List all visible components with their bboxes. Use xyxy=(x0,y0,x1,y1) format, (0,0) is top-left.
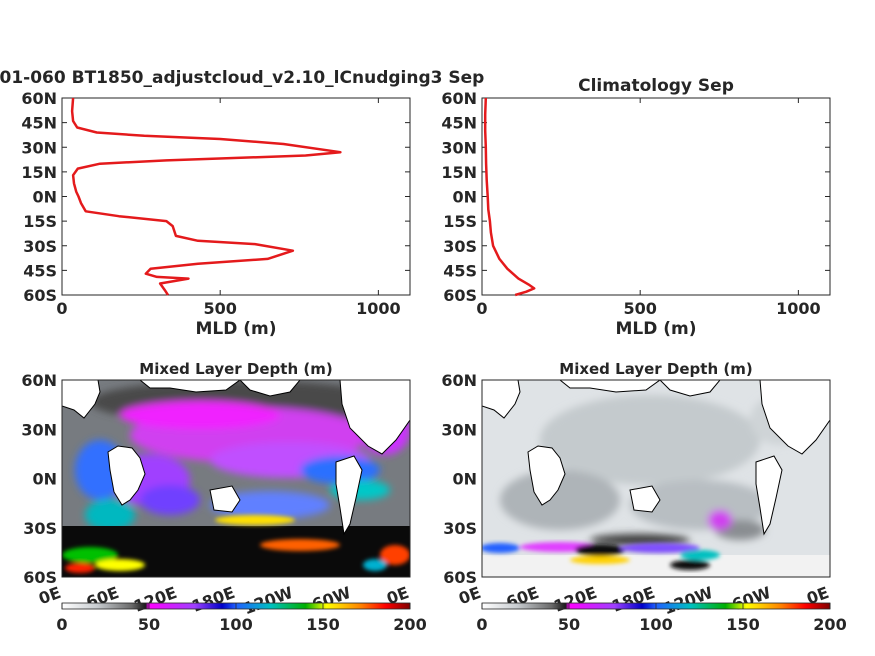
y-tick-label: 30S xyxy=(443,237,477,256)
lon-tick-label: 120W xyxy=(661,583,716,618)
colorbar-ticks: 0 50 100 150 200 xyxy=(56,603,427,634)
series-line xyxy=(70,97,342,296)
lat-tick-label: 30N xyxy=(441,420,477,439)
map-title: Mixed Layer Depth (m) xyxy=(139,360,332,378)
lon-tick-label: 120E xyxy=(131,583,179,616)
colorbar-tick-label: 200 xyxy=(813,615,846,634)
lat-tick-label: 60S xyxy=(443,568,477,587)
x-tick-label: 500 xyxy=(623,299,656,318)
x-tick-label: 1000 xyxy=(356,299,401,318)
lat-tick-label: 60N xyxy=(441,371,477,390)
y-tick-label: 45S xyxy=(23,261,57,280)
y-tick-label: 0N xyxy=(32,188,57,207)
colorbar-tick-label: 150 xyxy=(306,615,339,634)
y-tick-label: 30S xyxy=(23,237,57,256)
y-tick-label: 30N xyxy=(21,138,57,157)
colorbar-tick-label: 200 xyxy=(393,615,426,634)
lon-tick-label: 120E xyxy=(551,583,599,616)
colorbar-ticks: 0 50 100 150 200 xyxy=(476,603,847,634)
lat-tick-label: 30N xyxy=(21,420,57,439)
y-tick-label: 0N xyxy=(452,188,477,207)
y-tick-label: 60N xyxy=(21,89,57,108)
axis-ticks: 60S 45S 30S 15S 0N 15N 30N 45N 60N 0 500 1000 xyxy=(441,89,830,318)
lat-tick-label: 60N xyxy=(21,371,57,390)
lat-tick-label: 60S xyxy=(23,568,57,587)
axis-ticks: 60S 45S 30S 15S 0N 15N 30N 45N 60N 0 500 1000 xyxy=(21,89,410,318)
lon-tick-label: 60W xyxy=(729,583,773,615)
x-tick-label: 0 xyxy=(476,299,487,318)
chart-title: Climatology Sep xyxy=(578,76,734,96)
plot-frame xyxy=(61,97,411,296)
colorbar-tick-label: 50 xyxy=(138,615,160,634)
y-tick-label: 45N xyxy=(441,114,477,133)
lat-tick-label: 30S xyxy=(443,519,477,538)
y-tick-label: 15N xyxy=(441,163,477,182)
map-field xyxy=(482,380,830,577)
lat-tick-label: 0N xyxy=(452,470,477,489)
map-sim-mld: Mixed Layer Depth (m) xyxy=(21,360,426,634)
lon-tick-label: 180E xyxy=(609,583,657,616)
lon-tick-label: 120W xyxy=(241,583,296,618)
lon-tick-label: 180E xyxy=(189,583,237,616)
x-tick-label: 1000 xyxy=(776,299,821,318)
x-axis-label: MLD (m) xyxy=(195,319,276,339)
x-axis-label: MLD (m) xyxy=(615,319,696,339)
colorbar-tick-label: 150 xyxy=(726,615,759,634)
map-frame xyxy=(61,379,411,578)
series-line xyxy=(483,97,536,297)
y-tick-label: 60S xyxy=(443,286,477,305)
lat-tick-label: 0N xyxy=(32,470,57,489)
colorbar-tick-label: 0 xyxy=(476,615,487,634)
y-tick-label: 45N xyxy=(21,114,57,133)
y-tick-label: 45S xyxy=(443,261,477,280)
map-frame xyxy=(481,379,831,578)
plot-frame xyxy=(481,97,831,296)
y-tick-label: 60S xyxy=(23,286,57,305)
colorbar-tick-label: 0 xyxy=(56,615,67,634)
map-climatology-mld: Mixed Layer Depth (m) xyxy=(441,360,846,634)
y-tick-label: 15S xyxy=(443,212,477,231)
y-tick-label: 15N xyxy=(21,163,57,182)
y-tick-label: 15S xyxy=(23,212,57,231)
y-tick-label: 60N xyxy=(441,89,477,108)
x-tick-label: 0 xyxy=(56,299,67,318)
colorbar-tick-label: 100 xyxy=(639,615,672,634)
colorbar-tick-label: 50 xyxy=(558,615,580,634)
lon-tick-label: 60W xyxy=(309,583,353,615)
x-tick-label: 500 xyxy=(203,299,236,318)
chart-sim-profile: 001-060 BT1850_adjustcloud_v2.10_lCnudgi… xyxy=(0,68,484,339)
lat-tick-label: 30S xyxy=(23,519,57,538)
colorbar-tick-label: 100 xyxy=(219,615,252,634)
chart-climatology-profile: Climatology Sep 60S45S30S15S0N15N30N45N6… xyxy=(441,76,831,339)
chart-title: 001-060 BT1850_adjustcloud_v2.10_lCnudgi… xyxy=(0,68,484,88)
map-field xyxy=(62,380,410,577)
map-title: Mixed Layer Depth (m) xyxy=(559,360,752,378)
y-tick-label: 30N xyxy=(441,138,477,157)
